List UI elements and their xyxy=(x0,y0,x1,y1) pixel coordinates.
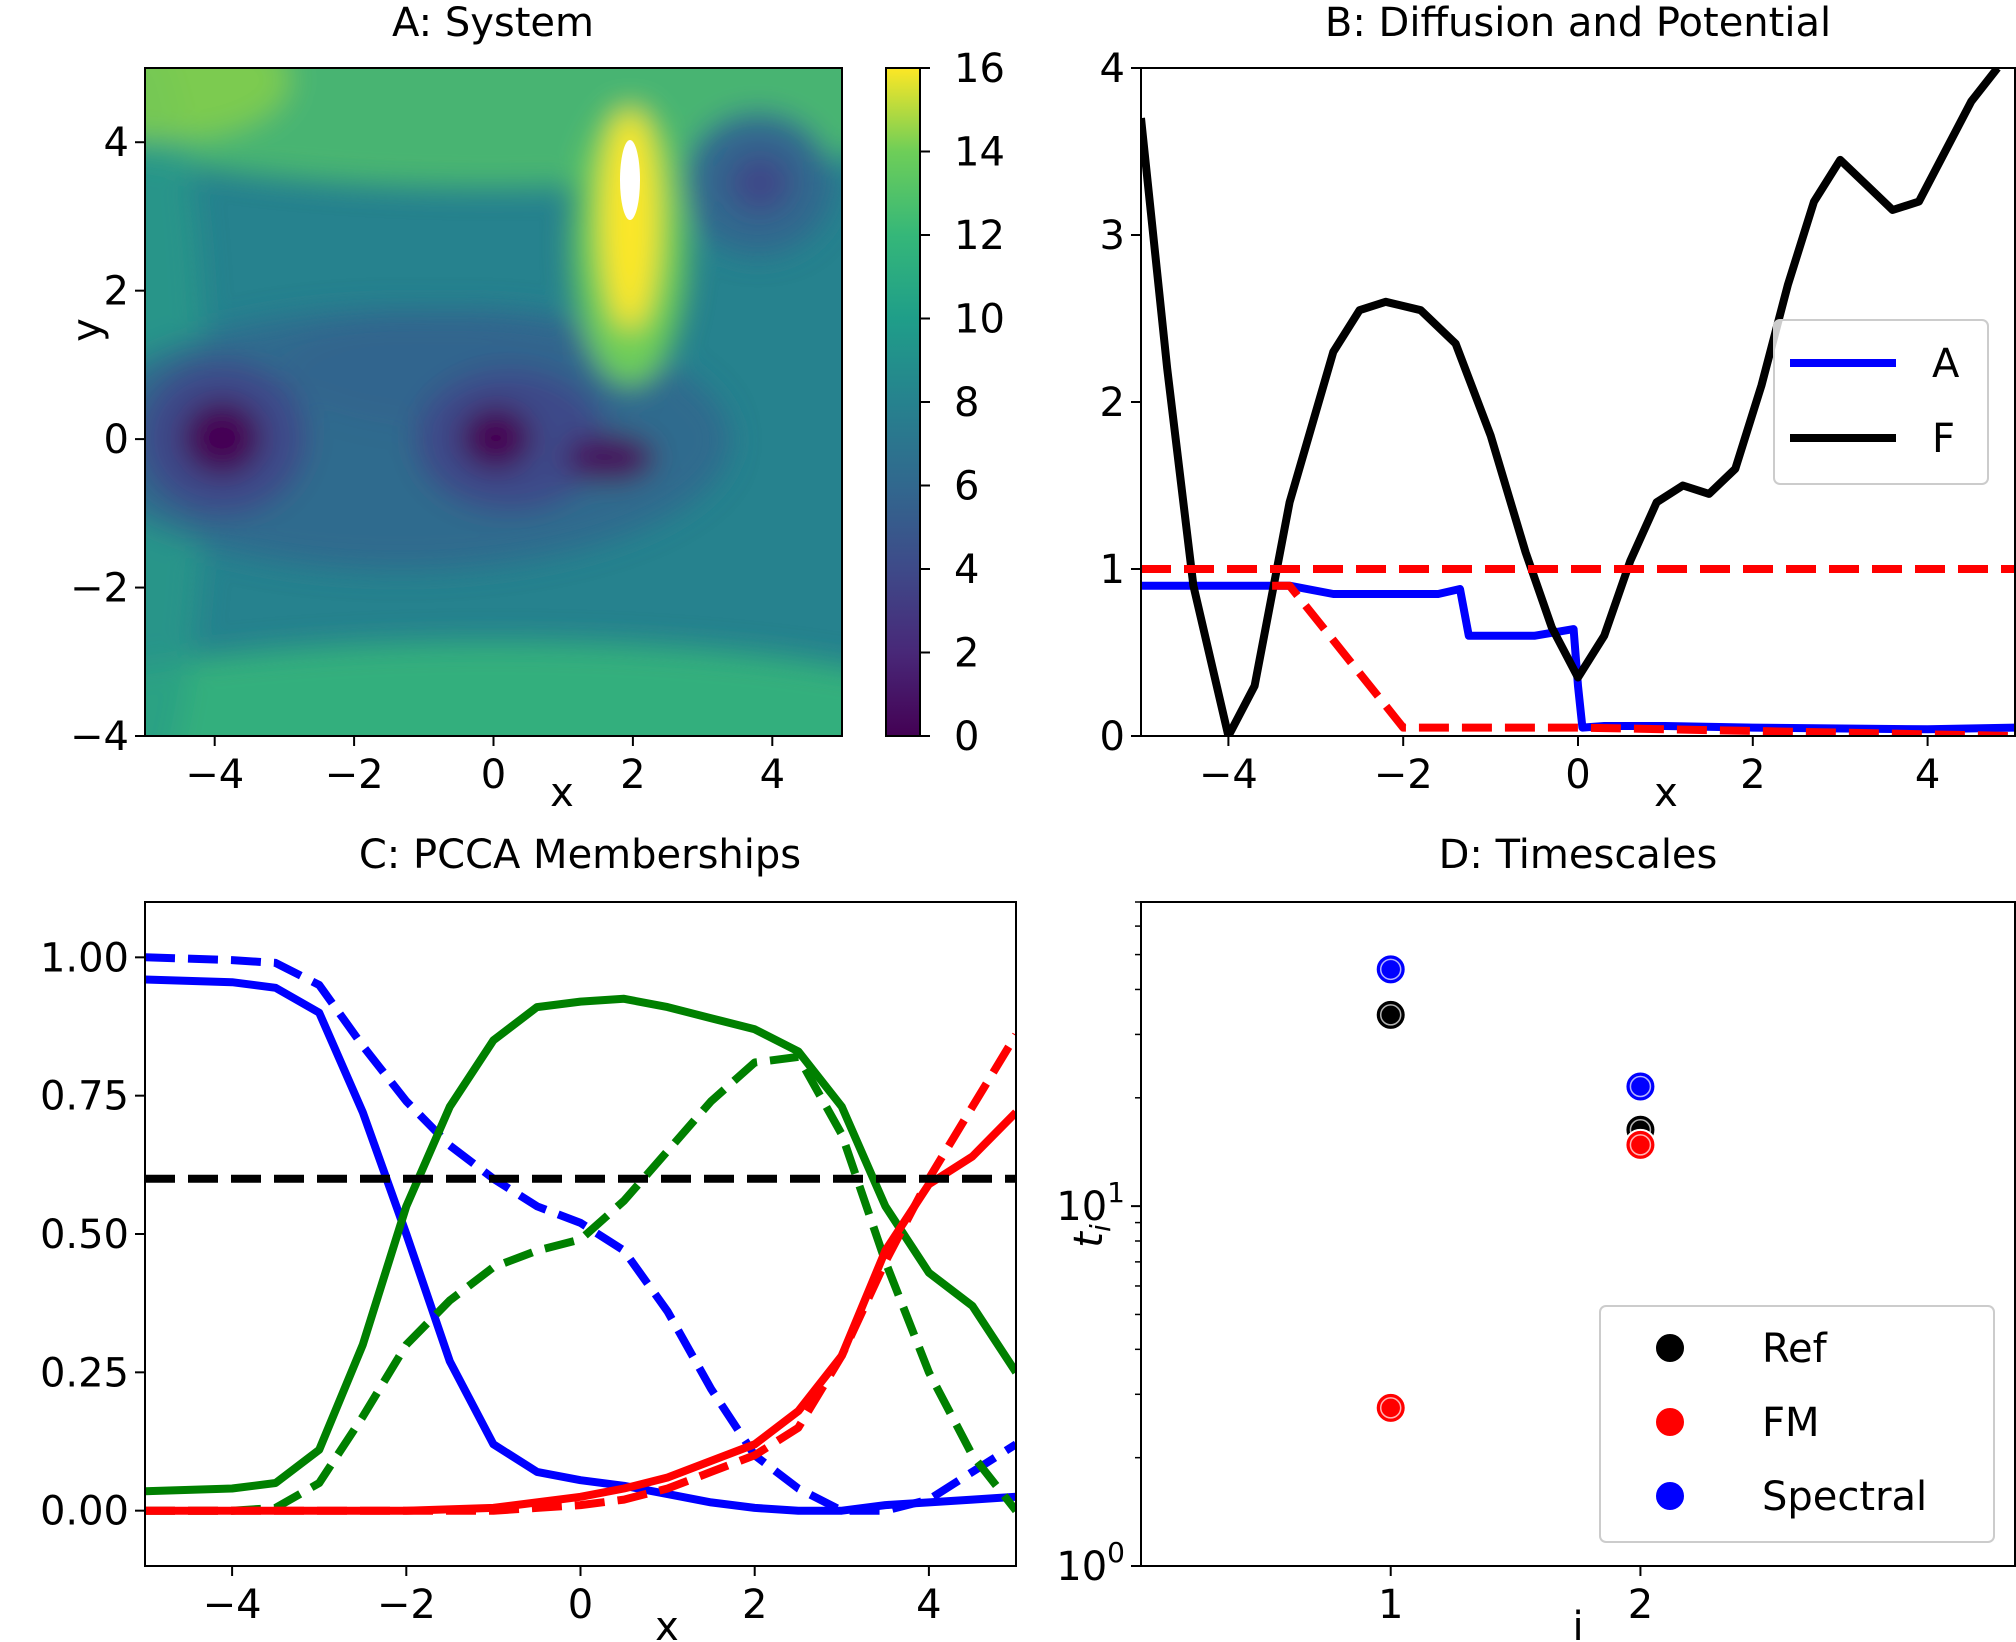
panel-c-xtick-label: 0 xyxy=(568,1582,593,1628)
panel-a: A: System −4 −2 0 2 4− xyxy=(64,0,1005,816)
heatmap-peak-saturated xyxy=(620,140,640,220)
panel-b-ytick-label: 4 xyxy=(1100,46,1125,92)
panel-b-title: B: Diffusion and Potential xyxy=(1325,0,1831,46)
panel-a-ytick-label: 0 xyxy=(104,417,129,463)
panel-c-ytick-label: 0.25 xyxy=(40,1350,129,1396)
panel-a-ytick-label: −2 xyxy=(70,566,129,612)
panel-b-xlabel: x xyxy=(1654,770,1678,816)
legend-marker-ref xyxy=(1654,1332,1686,1364)
panel-b-xtick-label: 0 xyxy=(1565,752,1590,798)
panel-c-ytick-label: 0.50 xyxy=(40,1212,129,1258)
panel-c-series-4 xyxy=(145,1109,1016,1515)
heatmap-corner-tl xyxy=(145,68,290,140)
panel-c-xtick-label: −4 xyxy=(203,1582,262,1628)
panel-a-title: A: System xyxy=(392,0,594,46)
panel-c: C: PCCA Memberships −4 −2 0 2 4 0.00 0.25 0.50 0… xyxy=(40,832,1017,1642)
panel-d-title: D: Timescales xyxy=(1439,832,1718,878)
panel-c-ytick-label: 0.75 xyxy=(40,1074,129,1120)
legend-label-fm: FM xyxy=(1762,1400,1820,1446)
panel-b-ytick-label: 2 xyxy=(1100,380,1125,426)
panel-a-xtick-label: −2 xyxy=(325,752,384,798)
heatmap-well-center-inner xyxy=(460,406,532,470)
legend-label-spectral: Spectral xyxy=(1762,1474,1927,1520)
panel-a-xtick-label: 0 xyxy=(481,752,506,798)
panel-a-heatmap xyxy=(145,68,842,736)
panel-b-legend: A F xyxy=(1773,319,1989,485)
panel-d-point-ring xyxy=(1629,1075,1652,1098)
panel-d-xlabel: i xyxy=(1572,1604,1583,1642)
colorbar-tick-label: 0 xyxy=(954,714,979,760)
panel-d-xtick-label: 2 xyxy=(1628,1582,1653,1628)
panel-a-ytick-label: 4 xyxy=(104,120,129,166)
panel-d-ytick-label: 100 xyxy=(1056,1536,1125,1590)
heatmap-well-topright-inner xyxy=(728,153,792,213)
legend-label-a: A xyxy=(1932,341,1960,387)
panel-d-frame xyxy=(1140,901,2016,1567)
panel-d-point-ring xyxy=(1379,958,1402,981)
panel-d-point-ring xyxy=(1379,1397,1402,1419)
heatmap-well-right-inner xyxy=(565,434,655,482)
panel-d-ytick-label: 101 xyxy=(1056,1176,1125,1230)
heatmap-well-left-inner xyxy=(182,400,262,476)
colorbar-tick-label: 16 xyxy=(954,46,1005,92)
legend-marker-spectral xyxy=(1654,1480,1686,1512)
panel-a-xtick-label: 2 xyxy=(620,752,645,798)
panel-c-xlabel: x xyxy=(655,1604,679,1642)
panel-a-ylabel: y xyxy=(64,318,110,342)
legend-frame xyxy=(1599,1305,1995,1543)
panel-b-xtick-label: −4 xyxy=(1199,752,1258,798)
panel-a-xlabel: x xyxy=(550,770,574,816)
panel-c-series-0 xyxy=(145,975,1016,1515)
panel-c-series-2 xyxy=(145,994,1016,1496)
panel-a-ytick-label: −4 xyxy=(70,714,129,760)
panel-c-xtick-label: 4 xyxy=(916,1582,941,1628)
panel-b-xtick-label: −2 xyxy=(1374,752,1433,798)
panel-c-ytick-label: 0.00 xyxy=(40,1489,129,1535)
panel-c-series-1 xyxy=(145,953,1016,1515)
colorbar-tick-label: 10 xyxy=(954,297,1005,343)
panel-c-ytick-label: 1.00 xyxy=(40,935,129,981)
colorbar-tick-label: 14 xyxy=(954,130,1005,176)
panel-c-xtick-label: 2 xyxy=(742,1582,767,1628)
colorbar-tick-label: 6 xyxy=(954,464,979,510)
panel-b-ytick-label: 1 xyxy=(1100,547,1125,593)
colorbar-tick-label: 12 xyxy=(954,213,1005,259)
panel-b-ytick-label: 3 xyxy=(1100,213,1125,259)
panel-b-series-ref-3 xyxy=(1272,581,2015,736)
panel-b-xtick-label: 4 xyxy=(1915,752,1940,798)
panel-d-legend: Ref FM Spectral xyxy=(1599,1305,1995,1543)
colorbar xyxy=(885,67,921,737)
panel-b-ytick-label: 0 xyxy=(1100,714,1125,760)
colorbar-tick-label: 2 xyxy=(954,631,979,677)
panel-b-series-f xyxy=(1141,68,2001,736)
legend-marker-fm xyxy=(1654,1406,1686,1438)
colorbar-tick-label: 8 xyxy=(954,380,979,426)
panel-b: B: Diffusion and Potential −4 −2 0 2 401234 … xyxy=(1100,0,2016,816)
heatmap-band-bottom xyxy=(145,641,842,736)
panel-b-xtick-label: 2 xyxy=(1740,752,1765,798)
panel-a-xtick-label: 4 xyxy=(760,752,785,798)
panel-d-point-ring xyxy=(1379,1004,1402,1026)
panel-c-title: C: PCCA Memberships xyxy=(359,832,801,878)
panel-c-series-5 xyxy=(145,1032,1016,1515)
panel-c-xtick-label: −2 xyxy=(377,1582,436,1628)
panel-a-xtick-label: −4 xyxy=(185,752,244,798)
legend-label-ref: Ref xyxy=(1762,1326,1828,1372)
panel-d-xtick-label: 1 xyxy=(1378,1582,1403,1628)
panel-c-series-3 xyxy=(145,1052,1016,1515)
panel-a-ytick-label: 2 xyxy=(104,269,129,315)
panel-d-point-ring xyxy=(1629,1134,1652,1156)
colorbar-tick-label: 4 xyxy=(954,547,979,593)
legend-label-f: F xyxy=(1932,416,1955,462)
